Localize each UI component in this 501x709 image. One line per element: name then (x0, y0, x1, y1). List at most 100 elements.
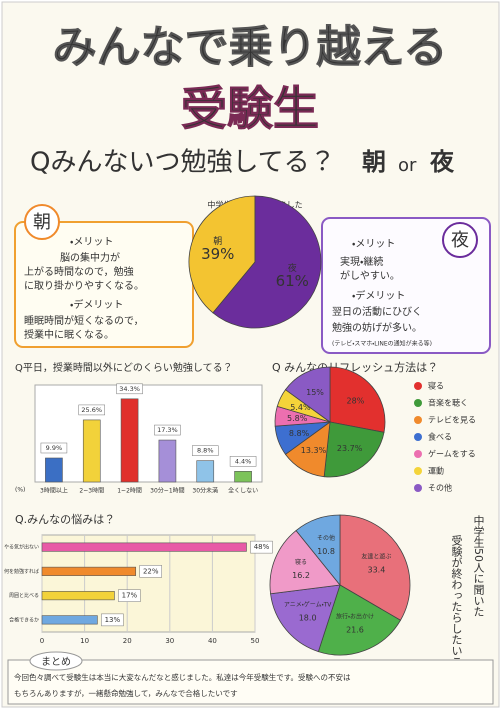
question-am: 朝 (362, 148, 386, 176)
y-axis-label: (%) (15, 487, 25, 494)
chart-title: Q.みんなの悩みは？ (15, 512, 115, 526)
am-demerit-text: 授業中に眠くなる。 (24, 328, 114, 341)
value-label: 61% (276, 272, 309, 290)
poster: みんなで乗り越える 受験生 Qみんないつ勉強してる？ 朝 or 夜 朝 ・メリッ… (0, 0, 501, 709)
legend-label: 寝る (428, 381, 444, 391)
am-merit-text: 上がる時間なので，勉強 (24, 265, 134, 278)
value-label: 25.6% (81, 406, 102, 414)
value-label: 34.3% (119, 385, 140, 393)
chart-title: Q みんなのリフレッシュ方法は？ (272, 360, 438, 374)
legend-label: テレビを見る (428, 416, 476, 425)
legend-swatch (414, 433, 422, 441)
am-merit-text: に取り掛かりやすくなる。 (24, 279, 144, 292)
value-label: 17.3% (157, 426, 178, 434)
y-tick-label: 何を勉強すれば (4, 568, 39, 575)
pm-merit: ・メリット (352, 239, 395, 250)
x-tick-label: 30 (165, 637, 174, 645)
pm-note: (テレビ・スマホ・LINEの通知が来る等) (332, 340, 432, 348)
value-label: 48% (254, 543, 270, 551)
value-label: 21.6 (346, 626, 364, 635)
value-label: 22% (143, 567, 159, 575)
am-merit: ・メリット (70, 237, 113, 248)
value-label: 8.8% (197, 447, 214, 455)
question-pm: 夜 (429, 148, 455, 176)
bar (42, 567, 136, 575)
pm-merit-text: 実現・継続 (340, 255, 383, 268)
bar (42, 616, 97, 624)
x-tick-label: 1~2時間 (117, 487, 142, 495)
slice-name: 友達と遊ぶ (361, 553, 391, 561)
question: Qみんないつ勉強してる？ (30, 148, 336, 178)
slice-name: 寝る (295, 558, 307, 566)
x-tick-label: 0 (40, 637, 44, 645)
bar (235, 471, 252, 482)
x-tick-label: 20 (123, 637, 132, 645)
am-demerit-text: 睡眠時間が短くなるので， (24, 314, 144, 327)
legend-swatch (414, 467, 422, 475)
survey-note: 中学生50人に聞いた (472, 515, 485, 617)
x-tick-label: 2~3時間 (79, 487, 104, 495)
summary-heading: まとめ (41, 656, 71, 668)
bar (45, 458, 62, 482)
value-label: 16.2 (292, 571, 310, 580)
y-tick-label: やる気が出ない (4, 544, 39, 551)
legend-swatch (414, 382, 422, 390)
value-label: 5.8% (287, 414, 308, 423)
legend-label: 食べる (428, 433, 452, 442)
slice-name: その他 (317, 534, 335, 542)
value-label: 23.7% (337, 444, 363, 453)
legend-swatch (414, 416, 422, 424)
value-label: 13% (105, 616, 121, 624)
am-heading: 朝 (33, 212, 51, 233)
plot-area (35, 385, 262, 482)
bar (42, 591, 114, 599)
legend-swatch (414, 450, 422, 458)
x-tick-label: 10 (80, 637, 89, 645)
legend-swatch (414, 484, 422, 492)
value-label: 18.0 (299, 613, 317, 622)
value-label: 28% (347, 396, 365, 405)
value-label: 10.8 (317, 547, 335, 556)
x-tick-label: 40 (208, 637, 217, 645)
y-tick-label: 合格できるか (9, 616, 39, 623)
pm-merit-text: がしやすい。 (340, 269, 400, 282)
legend-label: 運動 (428, 466, 444, 476)
slice-name: アニメ・ゲーム・TV (284, 600, 332, 608)
x-tick-label: 30分~1時間 (150, 487, 184, 495)
value-label: 13.3% (301, 446, 327, 455)
pm-demerit-text: 翌日の活動にひびく (332, 305, 422, 318)
am-merit-text: 脳の集中力が (60, 251, 120, 264)
bar (159, 440, 176, 482)
bar (42, 543, 246, 551)
survey-note: 受験が終わったらしたいこと (450, 535, 463, 678)
value-label: 8.8% (289, 429, 310, 438)
x-tick-label: 50 (251, 637, 260, 645)
summary-text: もちろんありますが，一緒懸命勉強して，みんなで合格したいです (14, 688, 238, 698)
legend-label: ゲームをする (428, 449, 476, 459)
am-demerit: ・デメリット (70, 298, 123, 311)
chart-title: Q平日，授業時間以外にどのくらい勉強してる？ (15, 361, 233, 374)
pm-heading: 夜 (451, 230, 469, 251)
subtitle: 受験生 (181, 82, 319, 136)
value-label: 39% (201, 245, 234, 263)
legend-swatch (414, 399, 422, 407)
bar (197, 461, 214, 482)
slice-name: 旅行・お出かけ (336, 613, 374, 621)
pm-demerit: ・デメリット (352, 289, 405, 302)
question-or: or (398, 155, 417, 176)
x-tick-label: 30分未満 (192, 487, 218, 495)
x-tick-label: 全くしない (228, 487, 258, 495)
pm-demerit-text: 勉強の妨げが多い。 (332, 321, 422, 334)
value-label: 4.4% (235, 457, 252, 465)
value-label: 9.9% (46, 444, 63, 452)
title: みんなで乗り越える (53, 22, 448, 73)
legend-label: その他 (428, 483, 452, 493)
legend-label: 音楽を聴く (428, 398, 468, 408)
x-tick-label: 3時間以上 (40, 487, 68, 495)
value-label: 17% (122, 592, 138, 600)
bar (121, 399, 138, 482)
summary-text: 今回色々調べて受験生は本当に大変なんだなと感じました。私達は今年受験生です。受験… (14, 672, 351, 682)
bar (83, 420, 100, 482)
y-tick-label: 周囲と比べる (9, 592, 39, 599)
value-label: 33.4 (368, 566, 386, 575)
